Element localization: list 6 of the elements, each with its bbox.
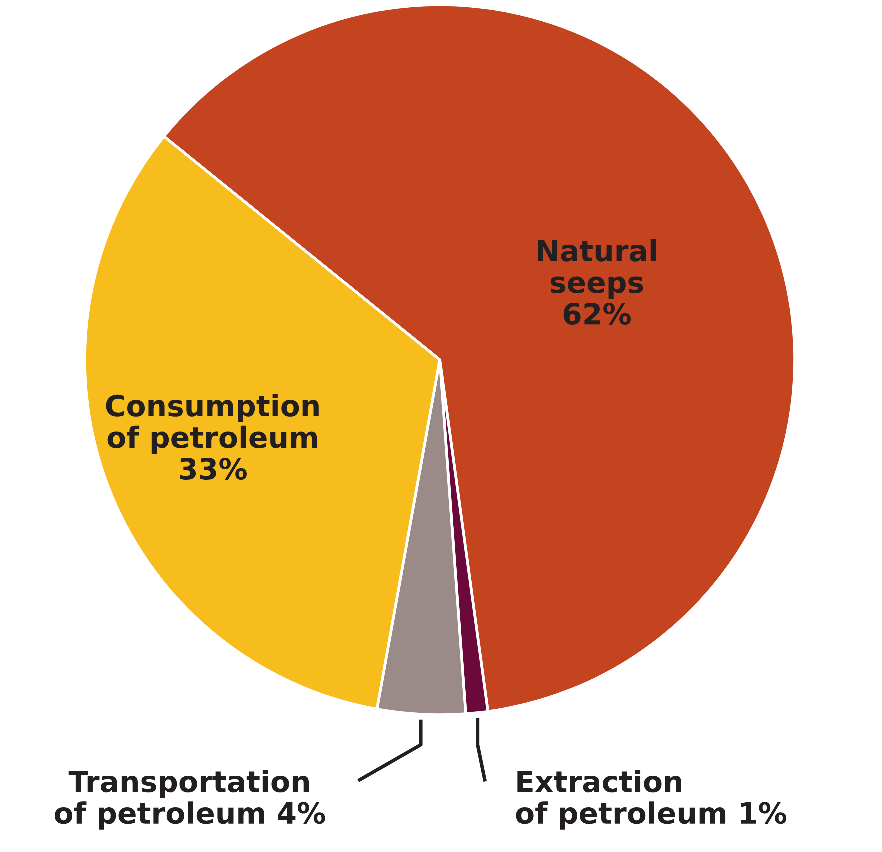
slice-label: Extraction of petroleum 1%: [516, 770, 787, 830]
data-label: 33%: [180, 458, 247, 480]
slice-label: Natural seeps: [538, 239, 656, 300]
slice-label: Transportation of petroleum 4%: [54, 770, 326, 830]
data-label: 62%: [564, 302, 631, 326]
slice-label: Consumption of petroleum: [106, 394, 319, 454]
